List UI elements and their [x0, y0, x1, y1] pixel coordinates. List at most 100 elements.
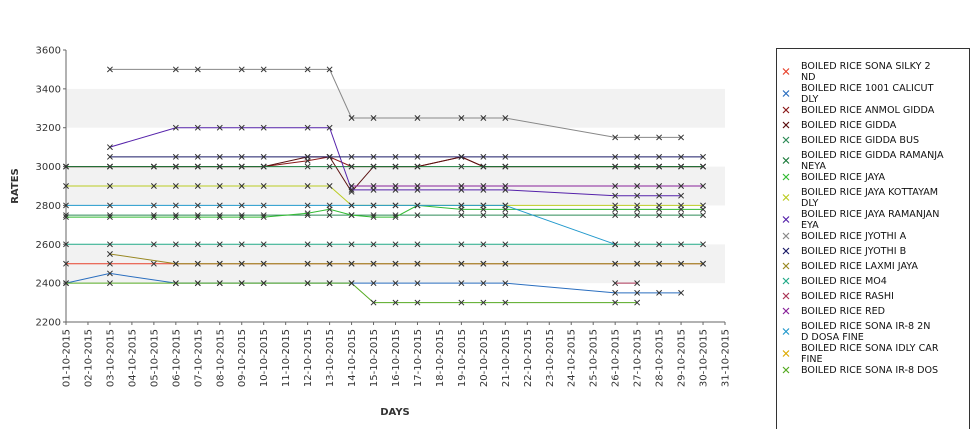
data-point — [238, 202, 245, 209]
data-point — [612, 260, 619, 267]
data-point — [326, 280, 333, 287]
data-point — [216, 260, 223, 267]
data-point — [63, 280, 69, 287]
data-point — [106, 202, 113, 209]
series-group — [106, 251, 706, 267]
legend-box — [776, 48, 970, 429]
data-point — [326, 124, 333, 131]
data-point — [458, 202, 465, 209]
data-point — [106, 280, 113, 287]
data-point — [634, 280, 641, 287]
x-tick-label: 30-10-2015 — [699, 329, 710, 387]
data-point — [216, 183, 223, 189]
x-axis-title: DAYS — [380, 407, 410, 418]
legend-label: BOILED RICE JAYA — [801, 172, 886, 183]
data-point — [612, 241, 619, 248]
data-point — [502, 183, 509, 189]
data-point — [392, 299, 399, 306]
data-point — [678, 260, 685, 267]
data-point — [700, 202, 706, 209]
legend-marker — [782, 136, 790, 144]
data-point — [612, 192, 619, 199]
data-point — [216, 241, 223, 248]
x-tick-label: 20-10-2015 — [479, 329, 490, 387]
data-point — [194, 124, 201, 131]
data-point — [348, 241, 355, 248]
data-point — [194, 280, 201, 287]
x-tick-label: 17-10-2015 — [413, 329, 424, 387]
data-point — [172, 66, 179, 73]
data-point — [260, 124, 267, 131]
data-point — [238, 153, 245, 160]
data-point — [172, 280, 179, 287]
legend-marker — [782, 350, 790, 357]
x-tick-label: 15-10-2015 — [369, 329, 380, 387]
x-tick-label: 12-10-2015 — [303, 329, 314, 387]
data-point — [348, 260, 355, 267]
x-tick-label: 29-10-2015 — [677, 329, 688, 387]
data-point — [304, 202, 311, 209]
data-point — [656, 241, 663, 248]
legend-item: BOILED RICE JYOTHI B — [782, 246, 906, 257]
x-tick-label: 01-10-2015 — [62, 329, 73, 387]
data-point — [502, 212, 509, 219]
data-point — [370, 183, 377, 189]
data-point — [370, 115, 377, 121]
data-point — [634, 192, 641, 199]
data-point — [458, 280, 465, 287]
grid-band — [66, 205, 725, 245]
data-point — [656, 153, 663, 160]
data-point — [678, 134, 685, 141]
data-point — [392, 202, 399, 209]
legend-item: BOILED RICE RASHI — [782, 291, 894, 302]
x-tick-label: 10-10-2015 — [259, 329, 270, 387]
legend-label: EYA — [801, 220, 819, 231]
x-tick-label: 16-10-2015 — [391, 329, 402, 387]
data-point — [370, 241, 377, 248]
data-point — [260, 153, 267, 160]
data-point — [480, 153, 487, 160]
data-point — [612, 183, 619, 189]
legend-item: BOILED RICE SONA IR-8 DOS — [782, 365, 938, 376]
legend-label: BOILED RICE MO4 — [801, 276, 887, 287]
series-group — [63, 163, 706, 170]
data-point — [414, 299, 421, 306]
data-point — [63, 214, 69, 221]
legend-marker — [782, 328, 790, 335]
legend-label: DLY — [801, 198, 818, 209]
data-point — [260, 202, 267, 209]
data-point — [502, 202, 509, 209]
data-point — [216, 202, 223, 209]
y-axis: 2200 2400 2600 2800 3000 3200 3400 3600 — [36, 46, 67, 329]
data-point — [216, 163, 223, 170]
data-point — [392, 153, 399, 160]
data-point — [414, 212, 421, 219]
legend-marker — [782, 194, 790, 201]
series-line — [66, 204, 616, 245]
legend-label: BOILED RICE ANMOL GIDDA — [801, 105, 935, 116]
x-tick-label: 21-10-2015 — [501, 329, 512, 387]
legend-item: BOILED RICE MO4 — [782, 276, 887, 287]
data-point — [238, 66, 245, 73]
data-point — [634, 153, 641, 160]
data-point — [304, 260, 311, 267]
legend-item: BOILED RICE GIDDA BUS — [782, 135, 919, 146]
data-point — [326, 66, 333, 73]
data-point — [106, 214, 113, 221]
data-point — [326, 212, 333, 219]
legend-label: BOILED RICE GIDDA BUS — [801, 135, 919, 146]
y-tick-label: 2800 — [36, 201, 61, 212]
data-point — [238, 183, 245, 189]
data-point — [370, 260, 377, 267]
x-tick-label: 28-10-2015 — [655, 329, 666, 387]
legend-item: BOILED RICE LAXMI JAYA — [782, 261, 918, 272]
data-point — [656, 202, 663, 209]
data-point — [172, 163, 179, 170]
data-point — [348, 153, 355, 160]
legend-marker — [782, 247, 790, 255]
data-point — [612, 134, 619, 141]
data-point — [238, 124, 245, 131]
